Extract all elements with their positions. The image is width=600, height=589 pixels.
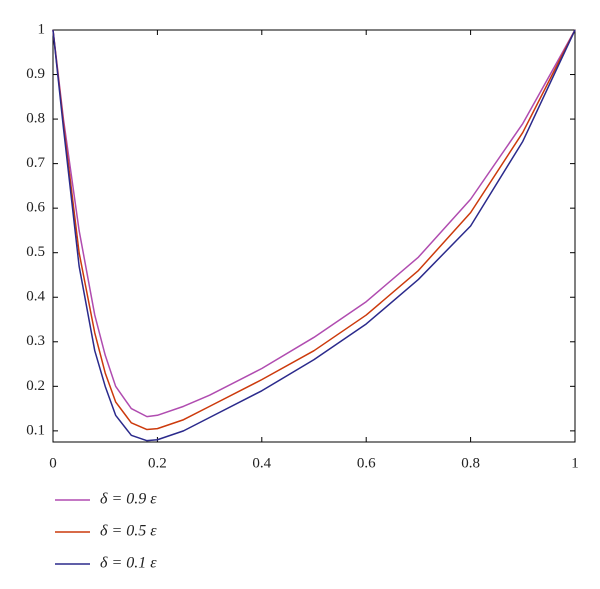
legend-label: δ = 0.9 ε	[100, 491, 157, 508]
y-tick-label: 0.5	[26, 244, 45, 260]
y-tick-label: 0.2	[26, 378, 45, 394]
y-tick-label: 0.7	[26, 155, 45, 171]
x-tick-label: 0.2	[148, 455, 167, 471]
x-tick-label: 0	[49, 455, 57, 471]
legend-label: δ = 0.1 ε	[100, 555, 157, 572]
y-tick-label: 0.9	[26, 66, 45, 82]
y-tick-label: 0.8	[26, 111, 45, 127]
x-tick-label: 0.4	[252, 455, 271, 471]
x-tick-label: 0.6	[357, 455, 376, 471]
data-line	[52, 29, 576, 431]
y-tick-label: 0.1	[26, 422, 45, 438]
y-tick-label: 1	[38, 21, 46, 37]
y-tick-label: 0.4	[26, 289, 45, 305]
y-tick-label: 0.6	[26, 200, 45, 216]
x-tick-label: 1	[571, 455, 579, 471]
y-tick-label: 0.3	[26, 333, 45, 349]
data-line	[52, 29, 576, 418]
data-line	[52, 29, 576, 442]
x-tick-label: 0.8	[461, 455, 480, 471]
legend-label: δ = 0.5 ε	[100, 523, 157, 540]
plot-frame	[52, 29, 576, 443]
